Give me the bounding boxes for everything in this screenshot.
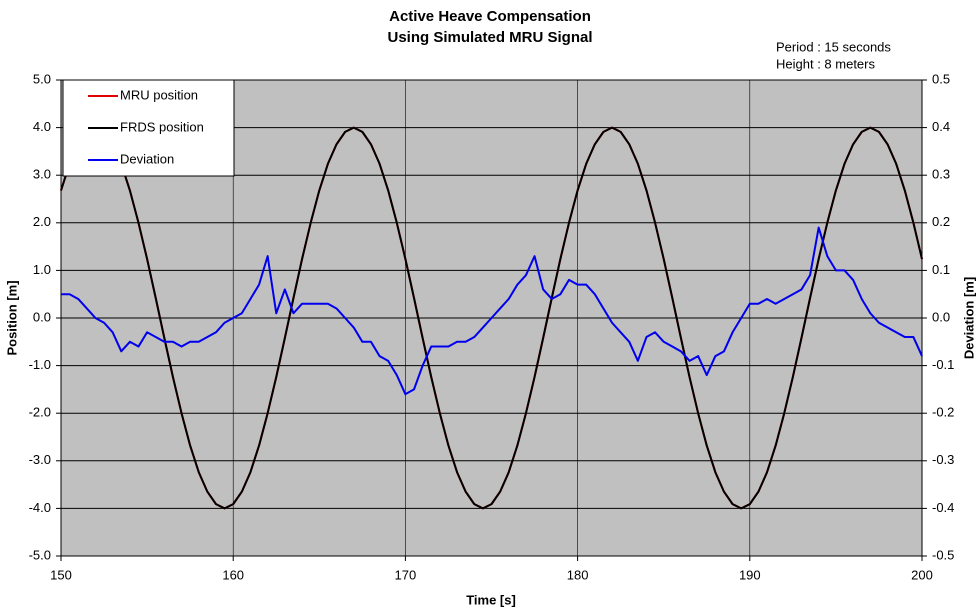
legend-label: Deviation (120, 151, 174, 166)
y2-tick-label: 0.4 (932, 119, 950, 134)
x-tick-label: 160 (222, 567, 244, 582)
chart-title: Active Heave Compensation (389, 8, 591, 25)
y2-tick-label: -0.4 (932, 500, 954, 515)
annotation: Period : 15 seconds (776, 39, 891, 54)
annotation: Height : 8 meters (776, 56, 875, 71)
x-tick-label: 170 (395, 567, 417, 582)
x-axis-title: Time [s] (466, 592, 516, 607)
x-tick-label: 190 (739, 567, 761, 582)
y2-tick-label: 0.2 (932, 214, 950, 229)
x-tick-label: 150 (50, 567, 72, 582)
y2-tick-label: -0.2 (932, 405, 954, 420)
y-tick-label: 0.0 (33, 309, 51, 324)
chart-subtitle: Using Simulated MRU Signal (387, 29, 592, 46)
y2-axis-title: Deviation [m] (961, 277, 976, 359)
y2-tick-label: 0.5 (932, 71, 950, 86)
y2-tick-label: 0.0 (932, 309, 950, 324)
y-axis-title: Position [m] (4, 280, 19, 355)
y2-tick-label: -0.3 (932, 452, 954, 467)
plot-border (60, 79, 923, 557)
y2-tick-label: 0.1 (932, 262, 950, 277)
y-tick-label: -1.0 (29, 357, 51, 372)
series-line (61, 226, 923, 396)
y-tick-label: -2.0 (29, 405, 51, 420)
legend-label: FRDS position (120, 119, 204, 134)
y-tick-label: 5.0 (33, 71, 51, 86)
y-tick-label: 4.0 (33, 119, 51, 134)
x-tick-label: 200 (911, 567, 933, 582)
y-tick-label: 3.0 (33, 167, 51, 182)
y-tick-label: -4.0 (29, 500, 51, 515)
y-tick-label: -5.0 (29, 547, 51, 562)
y-tick-label: -3.0 (29, 452, 51, 467)
y2-tick-label: 0.3 (932, 167, 950, 182)
x-tick-label: 180 (567, 567, 589, 582)
y2-tick-label: -0.1 (932, 357, 954, 372)
series-line (60, 126, 923, 510)
legend-label: MRU position (120, 87, 198, 102)
y2-tick-label: -0.5 (932, 547, 954, 562)
y-tick-label: 2.0 (33, 214, 51, 229)
y-tick-label: 1.0 (33, 262, 51, 277)
